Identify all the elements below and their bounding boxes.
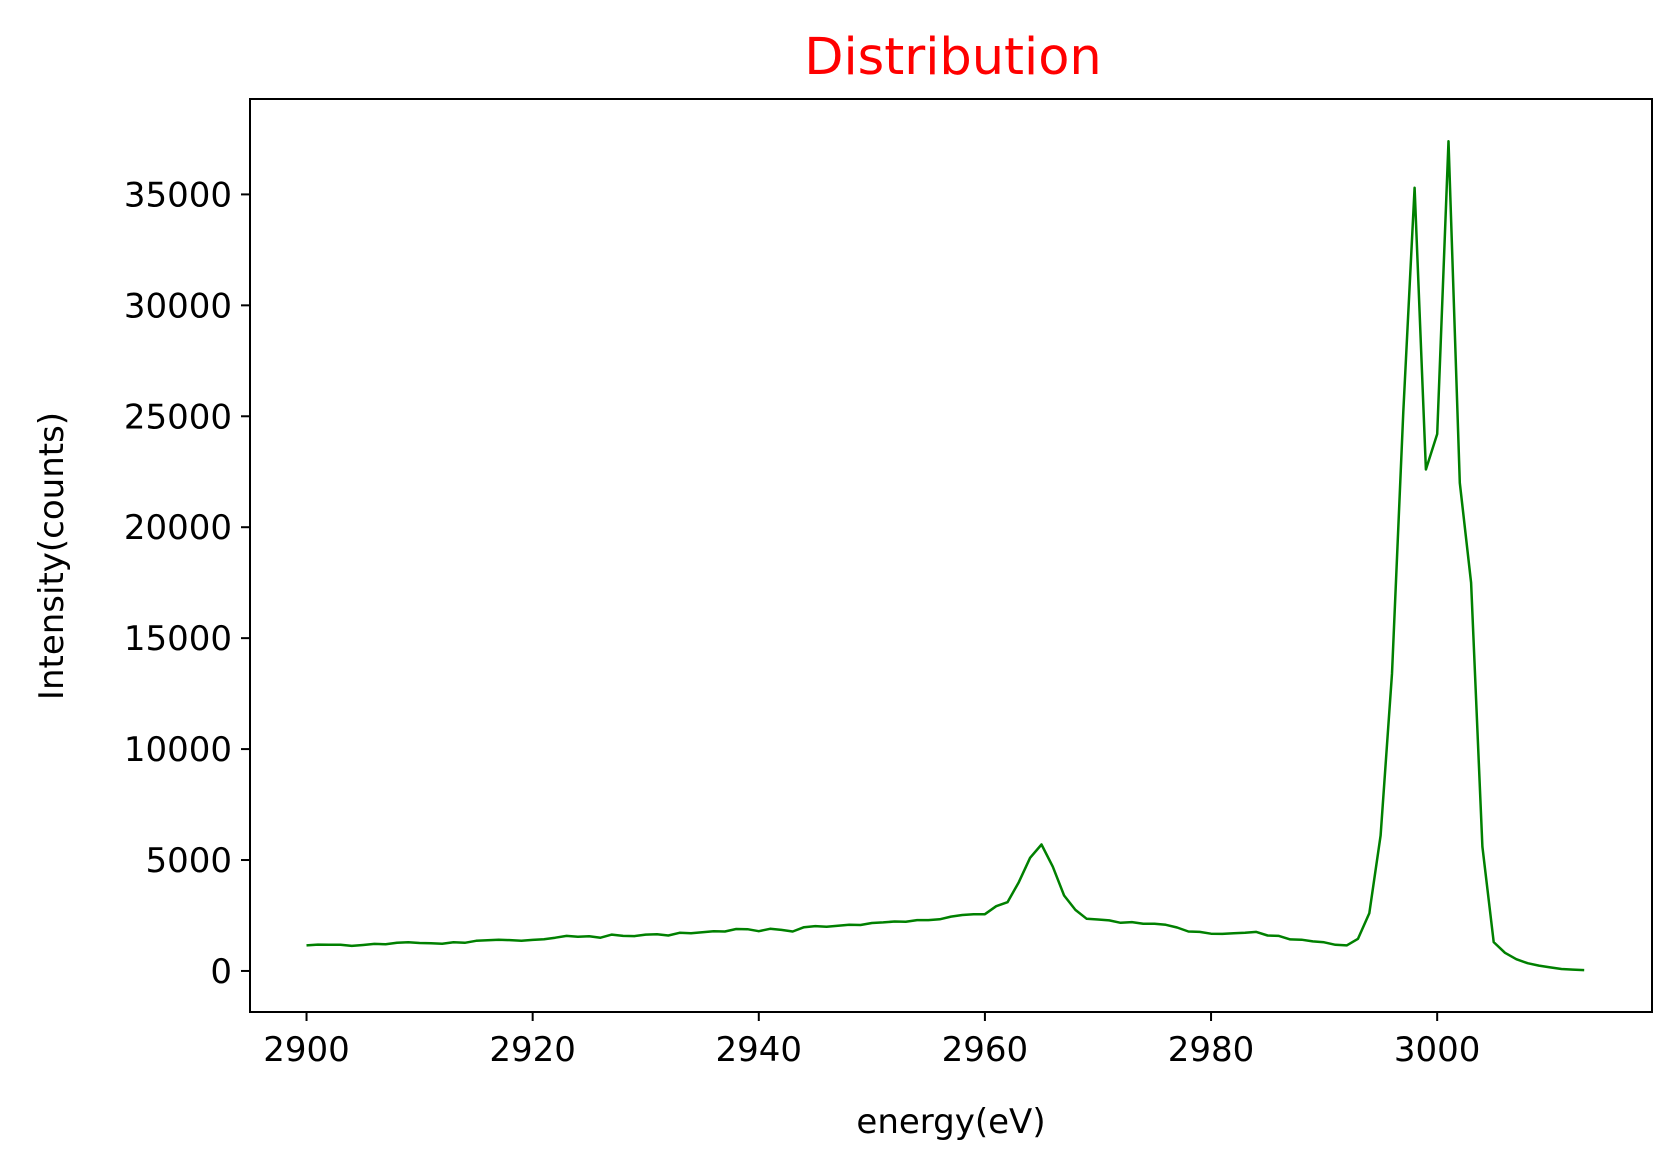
x-tick-label: 2920 (489, 1030, 576, 1070)
y-tick-label: 5000 (145, 841, 232, 881)
x-tick-label: 3000 (1394, 1030, 1481, 1070)
x-axis: 2900 2920 2940 2960 2980 3000 (263, 1012, 1480, 1070)
y-axis-label: Intensity(counts) (32, 412, 72, 700)
chart-title: Distribution (804, 28, 1102, 87)
x-tick-label: 2960 (942, 1030, 1029, 1070)
y-axis: 0 5000 10000 15000 20000 25000 30000 35000 (124, 175, 250, 992)
y-tick-label: 20000 (124, 508, 232, 548)
y-tick-label: 10000 (124, 730, 232, 770)
x-axis-label: energy(eV) (856, 1102, 1045, 1142)
series-line-1 (306, 139, 1585, 972)
y-tick-label: 30000 (124, 286, 232, 326)
x-tick-label: 2940 (716, 1030, 803, 1070)
y-tick-label: 25000 (124, 397, 232, 437)
x-tick-label: 2900 (263, 1030, 350, 1070)
y-tick-label: 0 (210, 952, 232, 992)
plot-area (306, 139, 1585, 972)
y-tick-label: 15000 (124, 619, 232, 659)
plot-frame (249, 98, 1653, 1013)
y-tick-label: 35000 (124, 175, 232, 215)
x-tick-label: 2980 (1168, 1030, 1255, 1070)
